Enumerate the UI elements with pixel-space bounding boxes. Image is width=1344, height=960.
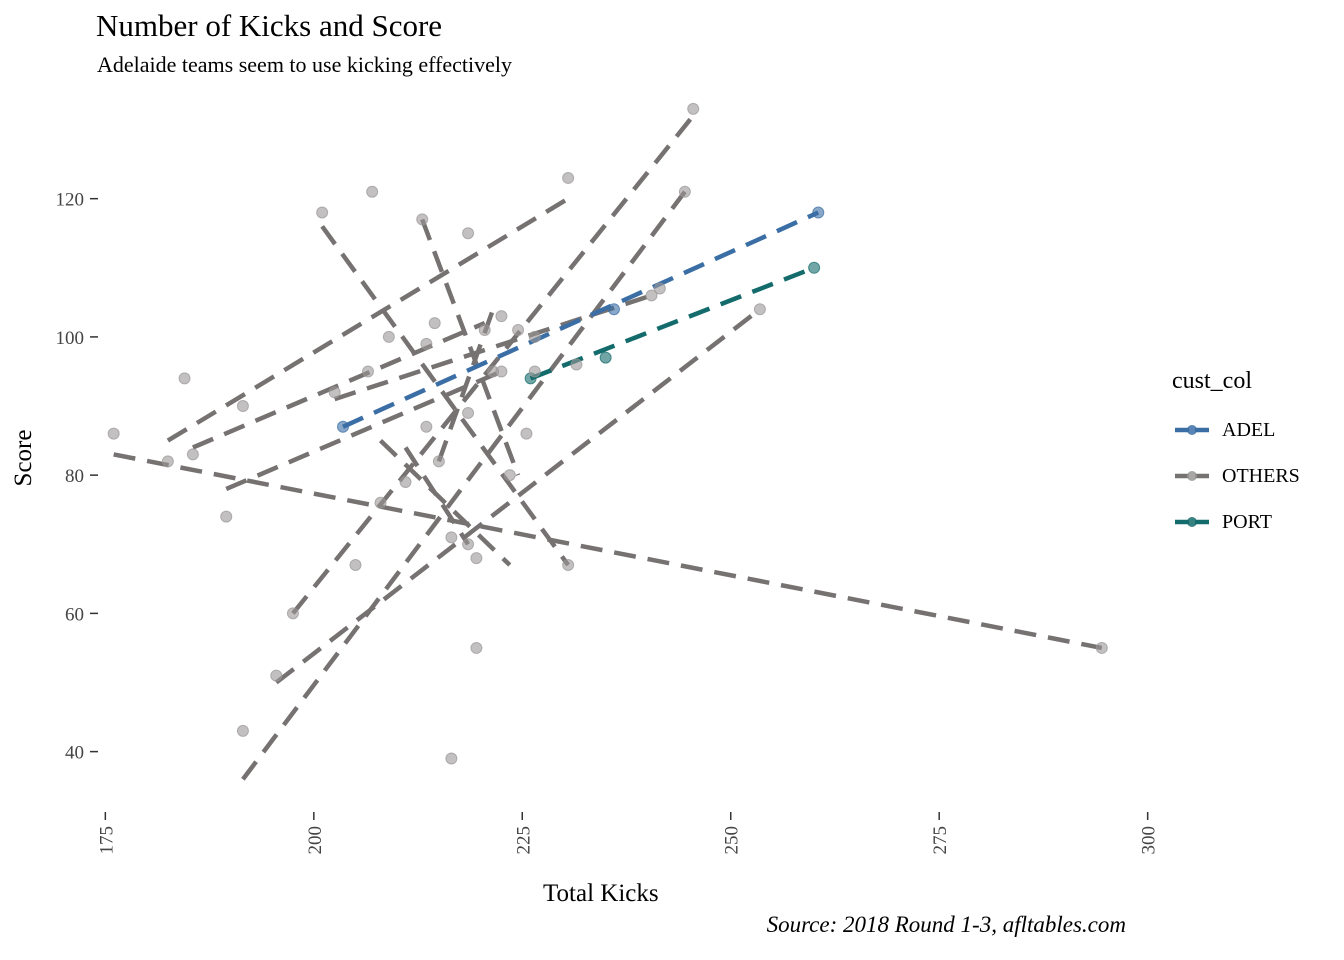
chart-title: Number of Kicks and Score [96,8,443,43]
y-tick-label-1: 60 [65,604,84,625]
point-others-41 [645,289,658,302]
x-tick-label-4: 275 [930,826,951,855]
legend-item-adel: ADEL [1172,407,1300,453]
legend-label-adel: ADEL [1222,418,1276,441]
legend: cust_col ADEL OTHERS PORT [1172,368,1300,545]
point-others-44 [687,102,700,115]
trend-line-adel-13 [342,210,820,429]
trend-line-others-11 [403,446,470,546]
trend-line-others-0 [113,452,1103,651]
point-adel-1 [607,303,620,316]
trend-line-others-6 [241,190,687,781]
point-others-8 [286,607,299,620]
legend-item-others: OTHERS [1172,453,1300,499]
y-tick-label-4: 120 [56,190,85,211]
trend-line-others-3 [320,225,570,567]
point-others-18 [420,337,433,350]
y-axis-label: Score [10,429,37,487]
point-others-21 [432,455,445,468]
trend-line-others-5 [274,307,762,685]
point-others-33 [503,469,516,482]
trend-line-others-4 [291,114,695,615]
point-others-20 [428,317,441,330]
point-others-22 [445,531,458,544]
point-adel-0 [336,420,349,433]
x-tick-label-0: 175 [96,826,117,855]
point-others-12 [362,365,375,378]
point-others-46 [1095,641,1108,654]
legend-dot-adel [1187,425,1197,435]
point-port-2 [808,261,821,274]
trend-line-others-8 [225,369,503,492]
point-others-43 [678,185,691,198]
point-others-25 [462,406,475,419]
data-points [107,102,1108,765]
x-axis-label: Total Kicks [543,880,659,907]
trend-line-others-10 [378,438,512,567]
point-others-16 [399,476,412,489]
legend-item-port: PORT [1172,499,1300,545]
legend-key-port [1175,517,1209,527]
point-others-11 [349,559,362,571]
point-others-9 [316,206,329,219]
trend-line-others-7 [420,218,521,476]
trend-line-others-2 [192,321,486,450]
point-others-3 [186,448,199,461]
point-others-24 [462,227,475,240]
point-others-14 [374,496,387,509]
point-others-40 [570,358,583,371]
point-others-7 [270,669,283,682]
point-others-27 [470,552,483,565]
legend-key-adel [1175,425,1209,435]
x-tick-label-2: 225 [513,826,534,855]
x-tick-label-5: 300 [1139,826,1160,855]
legend-key-others [1175,471,1209,481]
trend-line-others-12 [436,308,496,463]
point-others-17 [416,213,429,226]
y-tick-label-3: 100 [56,328,85,349]
legend-dot-others [1187,471,1197,481]
point-others-42 [653,282,666,295]
trend-lines [113,114,1103,781]
legend-label-port: PORT [1222,510,1272,533]
point-others-38 [562,171,575,184]
point-others-32 [495,310,508,323]
point-others-29 [478,324,491,336]
point-others-5 [236,400,249,413]
chart-subtitle: Adelaide teams seem to use kicking effec… [97,52,513,77]
point-others-0 [107,427,120,440]
point-others-19 [420,420,433,433]
trend-line-others-1 [166,196,570,443]
point-others-26 [462,538,475,551]
point-others-36 [528,365,541,378]
point-others-35 [520,427,533,440]
legend-label-others: OTHERS [1222,464,1300,487]
point-others-23 [445,752,458,765]
point-others-34 [512,324,525,336]
x-tick-label-1: 200 [305,826,326,855]
point-others-39 [562,559,575,571]
point-others-1 [161,455,174,468]
point-others-31 [495,365,508,378]
y-tick-label-2: 80 [65,466,84,487]
point-others-13 [366,185,379,198]
legend-dot-port [1187,517,1197,527]
axes: 40 60 80 100 120 175 200 225 250 275 300 [56,190,1160,855]
chart-caption: Source: 2018 Round 1-3, afltables.com [766,912,1126,937]
legend-title: cust_col [1172,368,1252,394]
point-others-6 [236,724,249,737]
point-others-45 [753,303,766,316]
point-others-2 [178,372,191,385]
x-tick-label-3: 250 [722,826,743,855]
point-others-15 [382,330,395,343]
point-port-1 [599,351,612,364]
point-others-37 [528,330,541,343]
y-tick-label-0: 40 [65,743,84,764]
point-others-4 [220,510,233,523]
point-adel-2 [812,206,825,219]
point-others-10 [328,386,341,399]
point-others-28 [470,641,483,654]
